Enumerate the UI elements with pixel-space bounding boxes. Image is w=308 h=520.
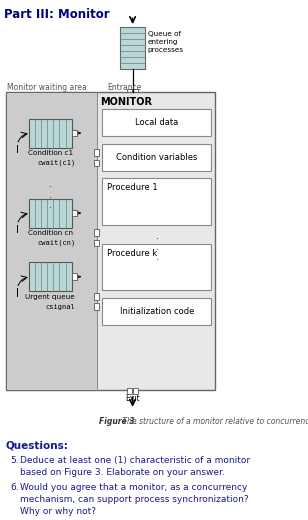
- Bar: [29, 262, 72, 291]
- Text: MONITOR: MONITOR: [100, 97, 152, 107]
- Bar: [29, 119, 72, 148]
- Bar: [103, 144, 211, 171]
- Text: Condition c1: Condition c1: [28, 150, 73, 157]
- Bar: [133, 387, 138, 394]
- Bar: [120, 27, 145, 69]
- Text: Part III: Monitor: Part III: Monitor: [4, 8, 110, 21]
- Text: Procedure k: Procedure k: [107, 249, 157, 258]
- Bar: [103, 244, 211, 290]
- Text: .
.
.: . . .: [156, 232, 158, 262]
- Bar: [94, 240, 99, 246]
- Text: Exit: Exit: [125, 394, 140, 404]
- Text: 5.: 5.: [10, 456, 19, 465]
- Bar: [103, 178, 211, 225]
- Text: csignal: csignal: [46, 304, 75, 309]
- Text: Initialization code: Initialization code: [120, 307, 194, 316]
- Bar: [133, 89, 138, 96]
- Text: Figure 3.: Figure 3.: [99, 418, 137, 426]
- Bar: [29, 199, 72, 228]
- Text: Questions:: Questions:: [6, 440, 69, 451]
- Text: Local data: Local data: [135, 118, 179, 127]
- Bar: [94, 293, 99, 300]
- Text: Condition variables: Condition variables: [116, 153, 198, 162]
- Bar: [72, 274, 77, 280]
- Bar: [103, 109, 211, 136]
- Text: Deduce at least one (1) characteristic of a monitor
based on Figure 3. Elaborate: Deduce at least one (1) characteristic o…: [20, 456, 250, 477]
- Bar: [6, 92, 215, 391]
- Text: Would you agree that a monitor, as a concurrency
mechanism, can support process : Would you agree that a monitor, as a con…: [20, 483, 249, 516]
- Text: Queue of
entering
processes: Queue of entering processes: [148, 31, 184, 53]
- Text: Urgent queue: Urgent queue: [25, 294, 75, 300]
- Bar: [72, 129, 77, 136]
- Text: Monitor waiting area: Monitor waiting area: [7, 83, 87, 92]
- Text: 6.: 6.: [10, 483, 19, 492]
- Bar: [127, 89, 132, 96]
- Bar: [103, 298, 211, 325]
- Bar: [94, 303, 99, 310]
- Text: Entrance: Entrance: [107, 83, 142, 92]
- Bar: [94, 149, 99, 156]
- Bar: [72, 210, 77, 216]
- Text: Procedure 1: Procedure 1: [107, 183, 157, 192]
- Text: cwait(c1): cwait(c1): [37, 160, 75, 166]
- Bar: [7, 94, 97, 388]
- Bar: [94, 160, 99, 166]
- Bar: [127, 387, 132, 394]
- Text: .
.
.: . . .: [49, 180, 52, 210]
- Text: cwait(cn): cwait(cn): [37, 240, 75, 246]
- Text: The structure of a monitor relative to concurrency.: The structure of a monitor relative to c…: [120, 418, 308, 426]
- Text: Condition cn: Condition cn: [28, 230, 73, 237]
- Bar: [94, 229, 99, 236]
